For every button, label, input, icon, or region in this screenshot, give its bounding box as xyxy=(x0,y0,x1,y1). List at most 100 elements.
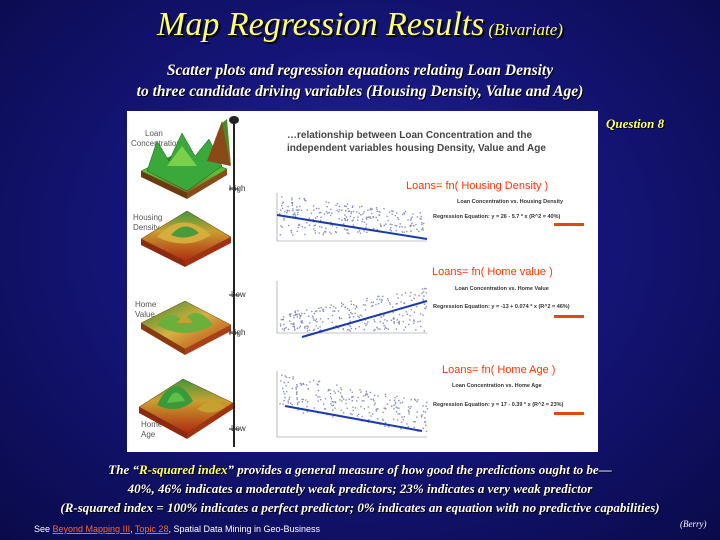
scatter-point xyxy=(294,328,296,330)
scatter-point xyxy=(375,303,377,306)
scatter-point xyxy=(280,209,282,211)
scatter-point xyxy=(370,398,372,400)
scatter-point xyxy=(390,319,393,321)
scatter-point xyxy=(284,375,286,377)
scatter-point xyxy=(351,413,353,416)
scatter-point xyxy=(281,202,284,204)
reference-link-book[interactable]: Beyond Mapping III xyxy=(52,524,131,534)
scatter-point xyxy=(288,209,290,212)
scatter-point xyxy=(299,317,301,320)
scatter-point xyxy=(319,219,322,222)
scatter-point xyxy=(341,305,343,307)
scatter-point xyxy=(377,328,379,330)
scale-low-1: Low xyxy=(231,290,246,299)
scatter-point xyxy=(420,218,422,220)
scatter-point xyxy=(339,399,341,401)
scatter-point xyxy=(410,219,412,221)
scatter-point xyxy=(370,208,373,211)
scatter-point xyxy=(283,381,285,384)
scatter-point xyxy=(387,328,389,330)
reference-link-topic[interactable]: Topic 28 xyxy=(134,524,169,534)
scatter-point xyxy=(297,310,299,312)
scatter-point xyxy=(337,310,340,312)
scatter-point xyxy=(385,223,387,225)
scatter-point xyxy=(394,396,396,399)
scatter-point xyxy=(343,228,346,230)
scatter-point xyxy=(372,216,375,219)
scatter-point xyxy=(377,303,380,305)
scatter-point xyxy=(331,404,333,407)
scatter-point xyxy=(288,224,290,227)
scatter-point xyxy=(286,390,288,393)
scatter-point xyxy=(309,381,311,383)
scatter-point xyxy=(396,293,398,295)
scatter-point xyxy=(413,297,415,299)
scatter-point xyxy=(340,388,343,391)
slide-subtitle: Scatter plots and regression equations r… xyxy=(0,60,720,102)
scatter-point xyxy=(351,400,353,402)
scatter-point xyxy=(374,328,376,331)
scatter-point xyxy=(402,418,404,421)
scatter-point xyxy=(319,211,322,214)
scatter-point xyxy=(421,228,423,231)
scatter-point xyxy=(330,232,332,235)
footer-line-2: 40%, 46% indicates a moderately weak pre… xyxy=(127,481,593,496)
scatter-point xyxy=(363,400,365,402)
scatter-point xyxy=(297,224,300,226)
scatter-point xyxy=(306,330,309,332)
scatter-point xyxy=(334,401,337,404)
scatter-point xyxy=(416,401,418,403)
scatter-point xyxy=(369,216,371,218)
scatter-point xyxy=(334,231,337,233)
scatter-point xyxy=(402,321,404,323)
scatter-point xyxy=(281,318,284,321)
scatter-point xyxy=(338,316,341,319)
scatter-point xyxy=(321,321,324,323)
scatter-point xyxy=(296,206,298,208)
scatter-point xyxy=(391,213,393,215)
scatter-point xyxy=(409,407,411,410)
scatter-point xyxy=(297,409,299,411)
scatter-point xyxy=(393,408,395,410)
scatter-point xyxy=(422,229,424,231)
scatter-point xyxy=(365,217,368,219)
title-main: Map Regression Results xyxy=(157,6,485,43)
scatter-point xyxy=(294,310,296,312)
scatter-point xyxy=(393,322,395,324)
scatter-point xyxy=(356,306,358,308)
scatter-point xyxy=(314,230,316,232)
scatter-point xyxy=(287,400,289,402)
scatter-point xyxy=(383,224,385,227)
scatter-point xyxy=(332,401,335,403)
scatter-point xyxy=(423,303,426,305)
scatter-point xyxy=(418,230,420,233)
scatter-point xyxy=(409,224,412,226)
scatter-point xyxy=(394,224,396,227)
scatter-point xyxy=(329,231,331,233)
scatter-point xyxy=(280,225,282,227)
scatter-point xyxy=(291,197,293,199)
scatter-point xyxy=(285,326,287,329)
scatter-point xyxy=(375,207,378,209)
scatter-point xyxy=(398,407,400,409)
scatter-point xyxy=(305,200,307,202)
scatter-point xyxy=(396,212,398,214)
accent-bar-age xyxy=(554,412,584,415)
scatter-point xyxy=(291,204,294,206)
scatter-point xyxy=(390,230,392,232)
scatter-point xyxy=(280,325,282,327)
scatter-point xyxy=(311,310,313,313)
scatter-point xyxy=(317,396,319,398)
scatter-point xyxy=(283,400,285,402)
scatter-point xyxy=(348,324,350,326)
scatter-point xyxy=(366,300,368,302)
scatter-point xyxy=(379,223,382,225)
scatter-point xyxy=(304,199,306,201)
scatter-point xyxy=(366,231,368,234)
scatter-point xyxy=(395,225,398,227)
scatter-point xyxy=(368,412,371,414)
scatter-point xyxy=(425,305,428,308)
scatter-point xyxy=(350,211,353,213)
scatter-point xyxy=(425,288,427,290)
scatter-point xyxy=(422,410,425,413)
